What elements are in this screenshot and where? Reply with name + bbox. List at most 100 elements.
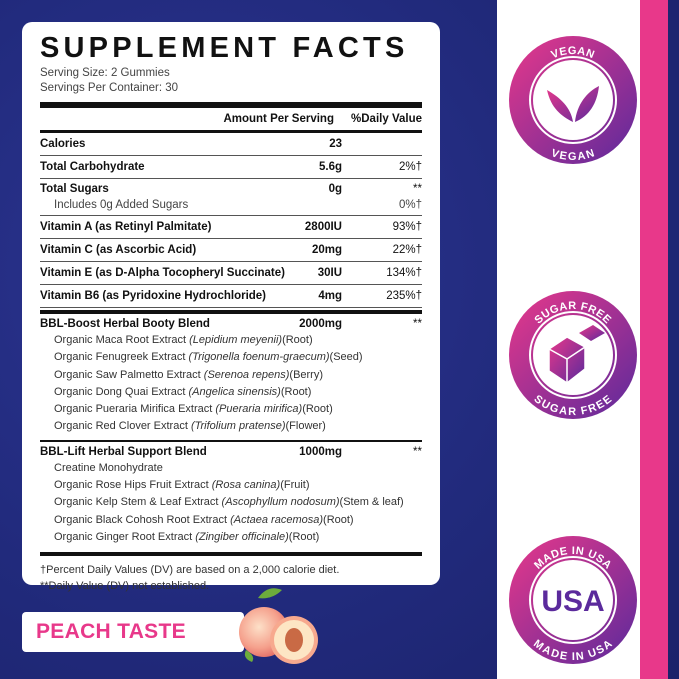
nutrient-name: BBL-Lift Herbal Support Blend (40, 445, 207, 458)
daily-value: 22%† (392, 244, 422, 256)
nutrient-row: Vitamin E (as D-Alpha Tocopheryl Succina… (40, 262, 422, 285)
latin-name: (Zingiber officinale) (195, 530, 289, 543)
flavor-label: PEACH TASTE (22, 612, 244, 652)
nutrient-name: Calories (40, 138, 86, 150)
amount: 5.6g (318, 161, 342, 173)
nutrient-name: Vitamin A (as Retinyl Palmitate) (40, 221, 212, 233)
column-header: Amount Per Serving %Daily Value (40, 102, 422, 133)
sub-nutrient-row: Includes 0g Added Sugars 0%† (40, 197, 422, 216)
ingredient-name: Organic Rose Hips Fruit Extract (54, 479, 209, 492)
badge-bottom-text: VEGAN (549, 147, 596, 163)
ingredient-name: Organic Ginger Root Extract (54, 530, 193, 543)
nutrient-row: Vitamin C (as Ascorbic Acid) 20mg 22%† (40, 239, 422, 262)
daily-value-header: %Daily Value (351, 113, 422, 125)
footnote: †Percent Daily Values (DV) are based on … (40, 564, 340, 577)
ingredient-name: Creatine Monohydrate (54, 461, 163, 474)
blend-row: BBL-Boost Herbal Booty Blend 2000mg ** (40, 310, 422, 332)
nutrient-row: Calories 23 (40, 133, 422, 156)
amount: 2800IU (304, 221, 342, 233)
vegan-icon (547, 86, 599, 122)
nutrient-name: Vitamin C (as Ascorbic Acid) (40, 244, 197, 256)
serving-info: Servings Per Container: 30 (40, 82, 179, 94)
ingredient-name: Organic Saw Palmetto Extract (54, 368, 201, 381)
amount: 1000mg (299, 445, 342, 458)
plant-part: (Root) (288, 530, 320, 543)
nutrient-name: Includes 0g Added Sugars (54, 199, 189, 211)
plant-part: (Flower) (285, 420, 326, 433)
ingredient-name: Organic Red Clover Extract (54, 420, 188, 433)
ingredient: Creatine Monohydrate (40, 460, 422, 477)
serving-info: Serving Size: 2 Gummies (40, 67, 170, 79)
blend-row: BBL-Lift Herbal Support Blend 1000mg ** (40, 439, 422, 460)
badge-bottom-text: VEGAN (549, 147, 595, 163)
latin-name: (Angelica sinensis) (188, 385, 281, 398)
latin-name: (Pueraria mirifica) (215, 403, 303, 416)
daily-value: 2%† (398, 161, 422, 173)
ingredient: Organic Red Clover Extract (Trifolium pr… (40, 418, 422, 435)
panel-title: SUPPLEMENT FACTS (40, 32, 409, 64)
nutrient-name: Vitamin E (as D-Alpha Tocopheryl Succina… (40, 267, 285, 279)
latin-name: (Ascophyllum nodosum) (221, 496, 340, 509)
ingredient: Organic Black Cohosh Root Extract (Actae… (40, 512, 422, 529)
sugar-icon (579, 325, 605, 341)
ingredient: Organic Saw Palmetto Extract (Serenoa re… (40, 367, 422, 384)
ingredient: Organic Rose Hips Fruit Extract (Rosa ca… (40, 477, 422, 494)
accent-stripe (640, 0, 668, 679)
ingredient-name: Organic Black Cohosh Root Extract (54, 513, 228, 526)
plant-part: (Seed) (329, 351, 363, 364)
daily-value: 134%† (386, 267, 422, 279)
ingredient-name: Organic Maca Root Extract (54, 334, 187, 346)
ingredient-name: Organic Pueraria Mirifica Extract (54, 403, 213, 416)
amount: 20mg (311, 244, 342, 256)
daily-value: ** (413, 445, 422, 458)
badge-inner-outline (529, 56, 617, 144)
ingredient: Organic Fenugreek Extract (Trigonella fo… (40, 349, 422, 366)
amount: 2000mg (299, 318, 342, 330)
ingredient: Organic Dong Quai Extract (Angelica sine… (40, 384, 422, 401)
nutrient-row: Vitamin B6 (as Pyridoxine Hydrochloride)… (40, 285, 422, 308)
badge-top-text: VEGAN (550, 45, 596, 61)
supplement-facts-panel: SUPPLEMENT FACTS Serving Size: 2 Gummies S… (22, 22, 440, 592)
daily-value: ** (413, 183, 422, 195)
amount: 4mg (318, 290, 342, 302)
plant-part: (Root) (280, 385, 312, 398)
footnote-rule (40, 552, 422, 562)
peach-illustration (239, 588, 318, 664)
badge: VEGAN VEGAN (509, 36, 637, 164)
nutrient-row: Vitamin A (as Retinyl Palmitate) 2800IU 93… (40, 216, 422, 239)
badge-inner (533, 60, 613, 140)
badge-top-text: VEGAN (550, 45, 597, 61)
badge-center-text: USA (541, 585, 604, 618)
ingredient-name: Organic Fenugreek Extract (54, 351, 186, 364)
plant-part: (Root) (323, 513, 354, 526)
badge-inner (533, 560, 613, 640)
nutrient-row: Total Carbohydrate 5.6g 2%† (40, 156, 422, 179)
latin-name: (Trifolium pratense) (190, 420, 286, 433)
badge-inner-outline (529, 556, 617, 644)
plant-part: (Root) (302, 403, 333, 416)
amount: 23 (329, 138, 342, 150)
latin-name: (Serenoa repens) (203, 368, 290, 381)
nutrient-name: Vitamin B6 (as Pyridoxine Hydrochloride) (40, 290, 267, 302)
latin-name: (Rosa canina) (211, 479, 281, 492)
amount: 0g (328, 183, 342, 195)
footnote: **Daily Value (DV) not established. (40, 580, 210, 593)
latin-name: (Actaea racemosa) (230, 513, 324, 526)
daily-value: ** (413, 318, 422, 330)
daily-value: 0%† (398, 199, 422, 211)
badge-inner-outline (529, 311, 617, 399)
ingredient: Organic Maca Root Extract (Lepidium meye… (40, 332, 422, 349)
plant-part: (Fruit) (280, 479, 310, 492)
ingredient-name: Organic Dong Quai Extract (54, 385, 186, 398)
nutrient-name: BBL-Boost Herbal Booty Blend (40, 318, 210, 330)
sugar-icon (547, 336, 587, 385)
daily-value: 235%† (386, 290, 422, 302)
amount: 30IU (317, 267, 342, 279)
ingredient: Organic Pueraria Mirifica Extract (Puera… (40, 401, 422, 418)
plant-part: (Root) (282, 334, 313, 346)
nutrient-name: Total Carbohydrate (40, 161, 145, 173)
